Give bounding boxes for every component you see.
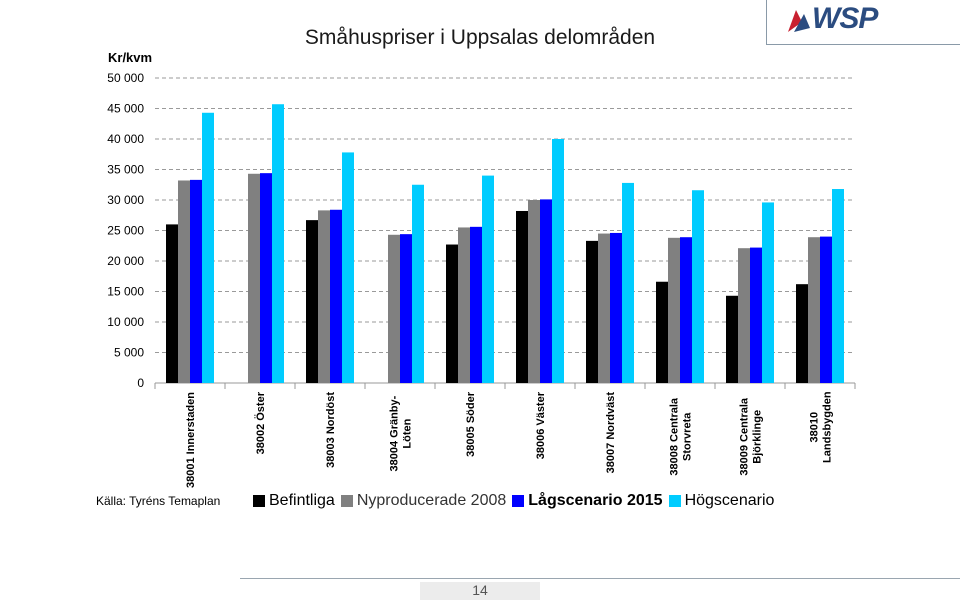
chart-title: Småhuspriser i Uppsalas delområden <box>304 26 656 49</box>
bar <box>750 247 762 383</box>
legend-item-hogscenario: Högscenario <box>668 492 775 510</box>
bar <box>540 199 552 383</box>
legend-swatch-lagscenario <box>512 495 525 507</box>
bar <box>400 234 412 383</box>
bar <box>726 295 738 383</box>
bar <box>610 232 622 383</box>
y-tick-label: 40 000 <box>107 132 144 146</box>
bar <box>166 224 178 383</box>
bar <box>178 180 190 383</box>
bar <box>202 112 214 384</box>
bar <box>458 227 470 383</box>
y-tick-label: 50 000 <box>107 71 144 85</box>
x-tick-label: 38003 Nordöst <box>325 392 337 468</box>
legend-item-lagscenario: Lågscenario 2015 <box>512 492 663 510</box>
bar <box>446 244 458 383</box>
legend-swatch-nyproducerade <box>340 495 353 507</box>
page-number: 14 <box>420 582 540 600</box>
bar <box>482 175 494 383</box>
y-tick-label: 45 000 <box>107 102 144 116</box>
legend-label-befintliga: Befintliga <box>269 492 335 509</box>
bar <box>516 210 528 383</box>
x-tick-label: 38009 CentralaBjörklinge <box>739 397 764 476</box>
y-tick-label: 5 000 <box>114 346 144 360</box>
bar <box>586 240 598 383</box>
x-tick-label: 38005 Söder <box>465 391 477 457</box>
bar <box>656 281 668 383</box>
bar <box>260 173 272 383</box>
bar <box>808 237 820 383</box>
wsp-logo: WSP <box>812 2 878 35</box>
bar <box>248 173 260 383</box>
source-note: Källa: Tyréns Temaplan <box>96 494 221 508</box>
y-tick-label: 25 000 <box>107 224 144 238</box>
y-tick-label: 0 <box>137 376 144 390</box>
bar <box>820 236 832 383</box>
wsp-logo-icon <box>788 10 810 32</box>
bar <box>412 184 424 383</box>
x-tick-label: 38006 Väster <box>535 391 547 459</box>
x-tick-label: 38008 CentralaStorvreta <box>669 397 694 476</box>
footer-divider <box>240 578 960 579</box>
legend-item-nyproducerade: Nyproducerade 2008 <box>340 492 507 510</box>
x-tick-label: 38001 Innerstaden <box>185 392 197 488</box>
bar <box>318 210 330 383</box>
bar <box>598 233 610 383</box>
bar <box>190 179 202 383</box>
legend-swatch-befintliga <box>253 495 265 507</box>
legend-label-nyproducerade: Nyproducerade 2008 <box>356 492 507 509</box>
x-tick-label: 38004 Gränby-Löten <box>389 395 414 471</box>
x-tick-label: 38010Landsbygden <box>809 391 834 463</box>
bar <box>692 190 704 383</box>
x-tick-label: 38007 Nordväst <box>605 392 617 474</box>
bar <box>306 220 318 383</box>
legend-item-befintliga: Befintliga <box>253 492 335 510</box>
bar <box>342 152 354 383</box>
y-axis-unit-label: Kr/kvm <box>108 50 153 65</box>
y-tick-label: 10 000 <box>107 315 144 329</box>
bar <box>330 209 342 383</box>
bar <box>796 284 808 383</box>
y-tick-label: 35 000 <box>107 163 144 177</box>
legend-label-lagscenario: Lågscenario 2015 <box>528 492 663 509</box>
bar <box>680 237 692 383</box>
bar <box>738 248 750 383</box>
y-tick-label: 15 000 <box>107 285 144 299</box>
y-tick-label: 30 000 <box>107 193 144 207</box>
bar <box>622 182 634 383</box>
bar <box>470 226 482 383</box>
legend-swatch-hogscenario <box>668 495 681 507</box>
y-tick-label: 20 000 <box>107 254 144 268</box>
chart-legend: Befintliga Nyproducerade 2008 Lågscenari… <box>253 492 780 510</box>
x-tick-label: 38002 Öster <box>254 391 267 454</box>
bar <box>528 200 540 383</box>
bar <box>668 237 680 383</box>
bar <box>832 189 844 383</box>
legend-label-hogscenario: Högscenario <box>684 492 775 509</box>
bar <box>272 104 284 383</box>
bar <box>552 139 564 383</box>
bar <box>388 234 400 383</box>
bar <box>762 202 774 383</box>
